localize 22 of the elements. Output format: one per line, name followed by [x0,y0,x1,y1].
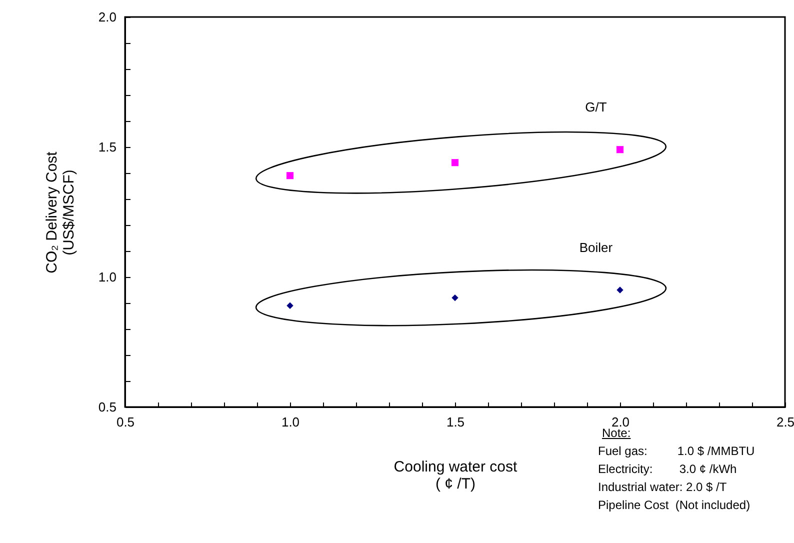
point [451,159,459,166]
y-tick-label: 1.5 [98,140,116,154]
point [616,286,624,294]
x-tick-label: 1.0 [281,414,300,430]
point [616,146,624,154]
point [452,294,458,302]
text: Pipeline Cost (Not included) [598,497,752,514]
y-tick-label: 1.0 [98,270,116,284]
text: Fuel gas: 1.0 $ /MMBTU [598,443,755,460]
y-tick-label: 2.0 [98,10,116,24]
y-tick-label: 0.5 [98,400,116,414]
y-axis-title: CO₂ Delivery Cost (US$/MSCF) [43,150,78,274]
text: Boiler [579,240,614,255]
text: Industrial water: 2.0 $ /T [598,479,728,496]
x-tick-label: 0.5 [116,414,135,430]
x-tick-label: 1.5 [446,414,465,430]
text: G/T [585,100,607,115]
text: Electricity: 3.0 ¢ /kWh [598,461,738,478]
x-tick-label: 2.5 [776,414,794,430]
x-axis-title: Cooling water cost ( ¢ /T) [394,458,518,492]
point [286,302,294,309]
point [286,172,294,180]
